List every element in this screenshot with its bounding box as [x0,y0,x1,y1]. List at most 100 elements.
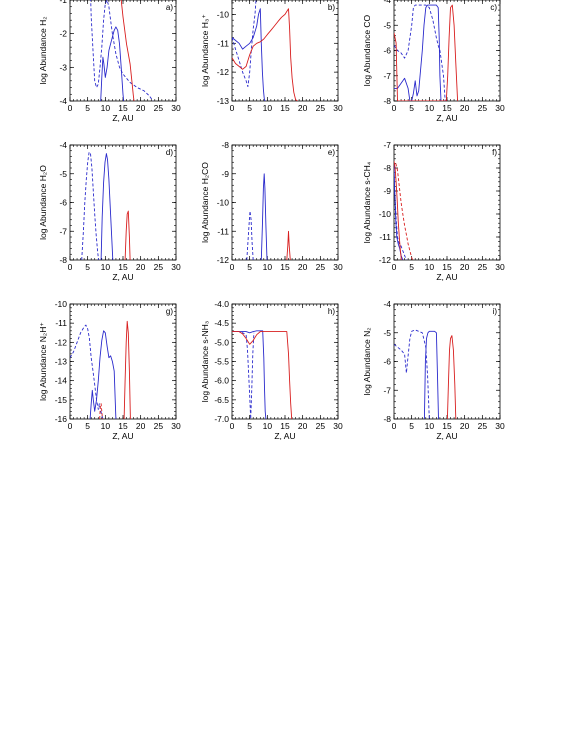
y-axis-label: log Abundance N₂ [362,327,372,395]
x-tick-label: 10 [263,103,273,113]
y-tick-label: -2 [59,29,67,39]
x-tick-label: 30 [495,421,505,431]
series-group [394,329,457,419]
panel-tag: f) [492,148,497,157]
series-line-blue-dashed [70,324,104,419]
series-line-blue-solid [394,4,442,101]
y-axis-label: log Abundance H₂CO [200,162,210,243]
x-tick-label: 30 [333,103,343,113]
series-line-red-solid [286,230,291,260]
y-tick-label: -4 [59,140,67,150]
x-tick-label: 20 [298,103,308,113]
y-axis-label: log Abundance H₂ [38,16,48,84]
panel-tag: g) [166,307,173,316]
panel-tag: c) [490,3,497,12]
y-tick-label: -12 [217,255,230,265]
y-tick-label: -11 [379,232,391,242]
series-group [90,0,154,101]
x-tick-label: 0 [68,421,73,431]
y-tick-label: -4.0 [214,299,229,309]
y-tick-label: -13 [217,96,230,106]
x-tick-label: 25 [478,262,488,272]
plot-frame [69,303,177,420]
y-tick-label: -8 [59,255,67,265]
x-tick-label: 25 [316,421,326,431]
x-tick-label: 10 [101,421,111,431]
y-tick-label: -7 [383,140,391,150]
x-axis-label: Z, AU [436,431,457,441]
y-tick-label: -11 [217,226,229,236]
y-tick-label: -6 [383,357,391,367]
panel-tag: h) [328,307,335,316]
panel-i: 0 5 10 15 20 25 30 -8 -7 -6 -5 -4 Z, AU log Abundance… [362,299,505,441]
y-axis-label: log Abundance H₃⁺ [200,14,210,87]
panel-tag: i) [493,307,498,316]
x-tick-label: 20 [460,262,470,272]
y-tick-label: -12 [55,337,68,347]
y-tick-label: -4 [383,299,391,309]
x-tick-label: 5 [409,103,414,113]
x-tick-label: 30 [495,103,505,113]
x-tick-label: 20 [136,103,146,113]
y-tick-label: -3 [59,62,67,72]
x-tick-label: 30 [495,262,505,272]
x-tick-label: 25 [316,103,326,113]
series-line-blue-solid [232,330,267,419]
y-axis-label: log Abundance CO [362,14,372,86]
panel-a: 0 5 10 15 20 25 30 -4 -3 -2 -1 Z, AU log Abundance H… [38,0,181,123]
x-tick-label: 15 [280,262,290,272]
x-tick-label: 25 [154,103,164,113]
x-tick-label: 0 [392,421,397,431]
series-line-red-solid [120,0,135,101]
series-group [70,320,131,419]
panel-tag: d) [166,148,173,157]
x-axis-label: Z, AU [436,272,457,282]
y-tick-label: -11 [55,318,67,328]
series-line-blue-dashed [246,210,254,260]
x-tick-label: 5 [85,421,90,431]
x-tick-label: 10 [263,262,273,272]
y-tick-label: -6 [383,46,391,56]
series-line-red-solid [394,161,402,260]
series-line-blue-dashed [81,151,100,260]
x-tick-label: 25 [478,421,488,431]
x-tick-label: 5 [85,103,90,113]
y-tick-label: -15 [55,395,68,405]
plot-frame [393,303,501,420]
x-axis-label: Z, AU [112,272,133,282]
panel-h: 0 5 10 15 20 25 30 -7.0 -6.5 -6.0 -5.5 -5.0 -4.5 -4.0… [200,299,343,441]
x-tick-label: 0 [68,103,73,113]
x-tick-label: 15 [280,103,290,113]
y-tick-label: -10 [217,9,230,19]
series-group [81,151,131,260]
x-tick-label: 10 [101,103,111,113]
y-tick-label: -6 [59,198,67,208]
panel-tag: a) [166,3,173,12]
x-tick-label: 25 [154,262,164,272]
x-tick-label: 25 [478,103,488,113]
x-tick-label: 25 [316,262,326,272]
x-tick-label: 15 [280,421,290,431]
x-tick-label: 5 [247,421,252,431]
panel-f: 0 5 10 15 20 25 30 -12 -11 -10 -9 -8 -7 Z, AU log Abun… [362,140,505,282]
series-line-blue-solid [260,173,268,260]
x-tick-label: 5 [247,103,252,113]
y-tick-label: -5 [383,328,391,338]
x-tick-label: 30 [333,262,343,272]
y-tick-label: -4 [59,96,67,106]
x-tick-label: 15 [118,421,128,431]
y-tick-label: -6.5 [214,395,229,405]
series-line-red-dashed [99,403,103,419]
x-axis-label: Z, AU [274,431,295,441]
x-tick-label: 0 [392,262,397,272]
series-line-red-solid [394,4,459,101]
y-axis-label: log Abundance s-CH₄ [362,161,372,243]
series-line-red-solid [232,8,298,101]
series-line-blue-dashed [394,329,430,419]
x-tick-label: 30 [171,421,181,431]
y-tick-label: -10 [379,209,392,219]
y-tick-label: -4.5 [214,318,229,328]
y-tick-label: -13 [55,357,68,367]
series-line-blue-dashed [90,0,154,101]
